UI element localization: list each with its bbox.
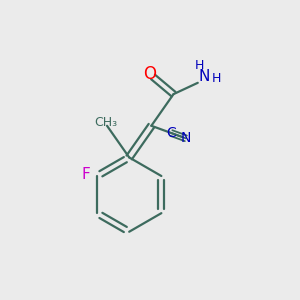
Text: H: H — [195, 59, 204, 72]
Text: CH₃: CH₃ — [94, 116, 117, 129]
Text: N: N — [199, 69, 210, 84]
Text: C: C — [167, 126, 176, 140]
Text: N: N — [181, 131, 191, 145]
Text: H: H — [212, 72, 221, 85]
Text: O: O — [144, 65, 157, 83]
Text: F: F — [81, 167, 90, 182]
